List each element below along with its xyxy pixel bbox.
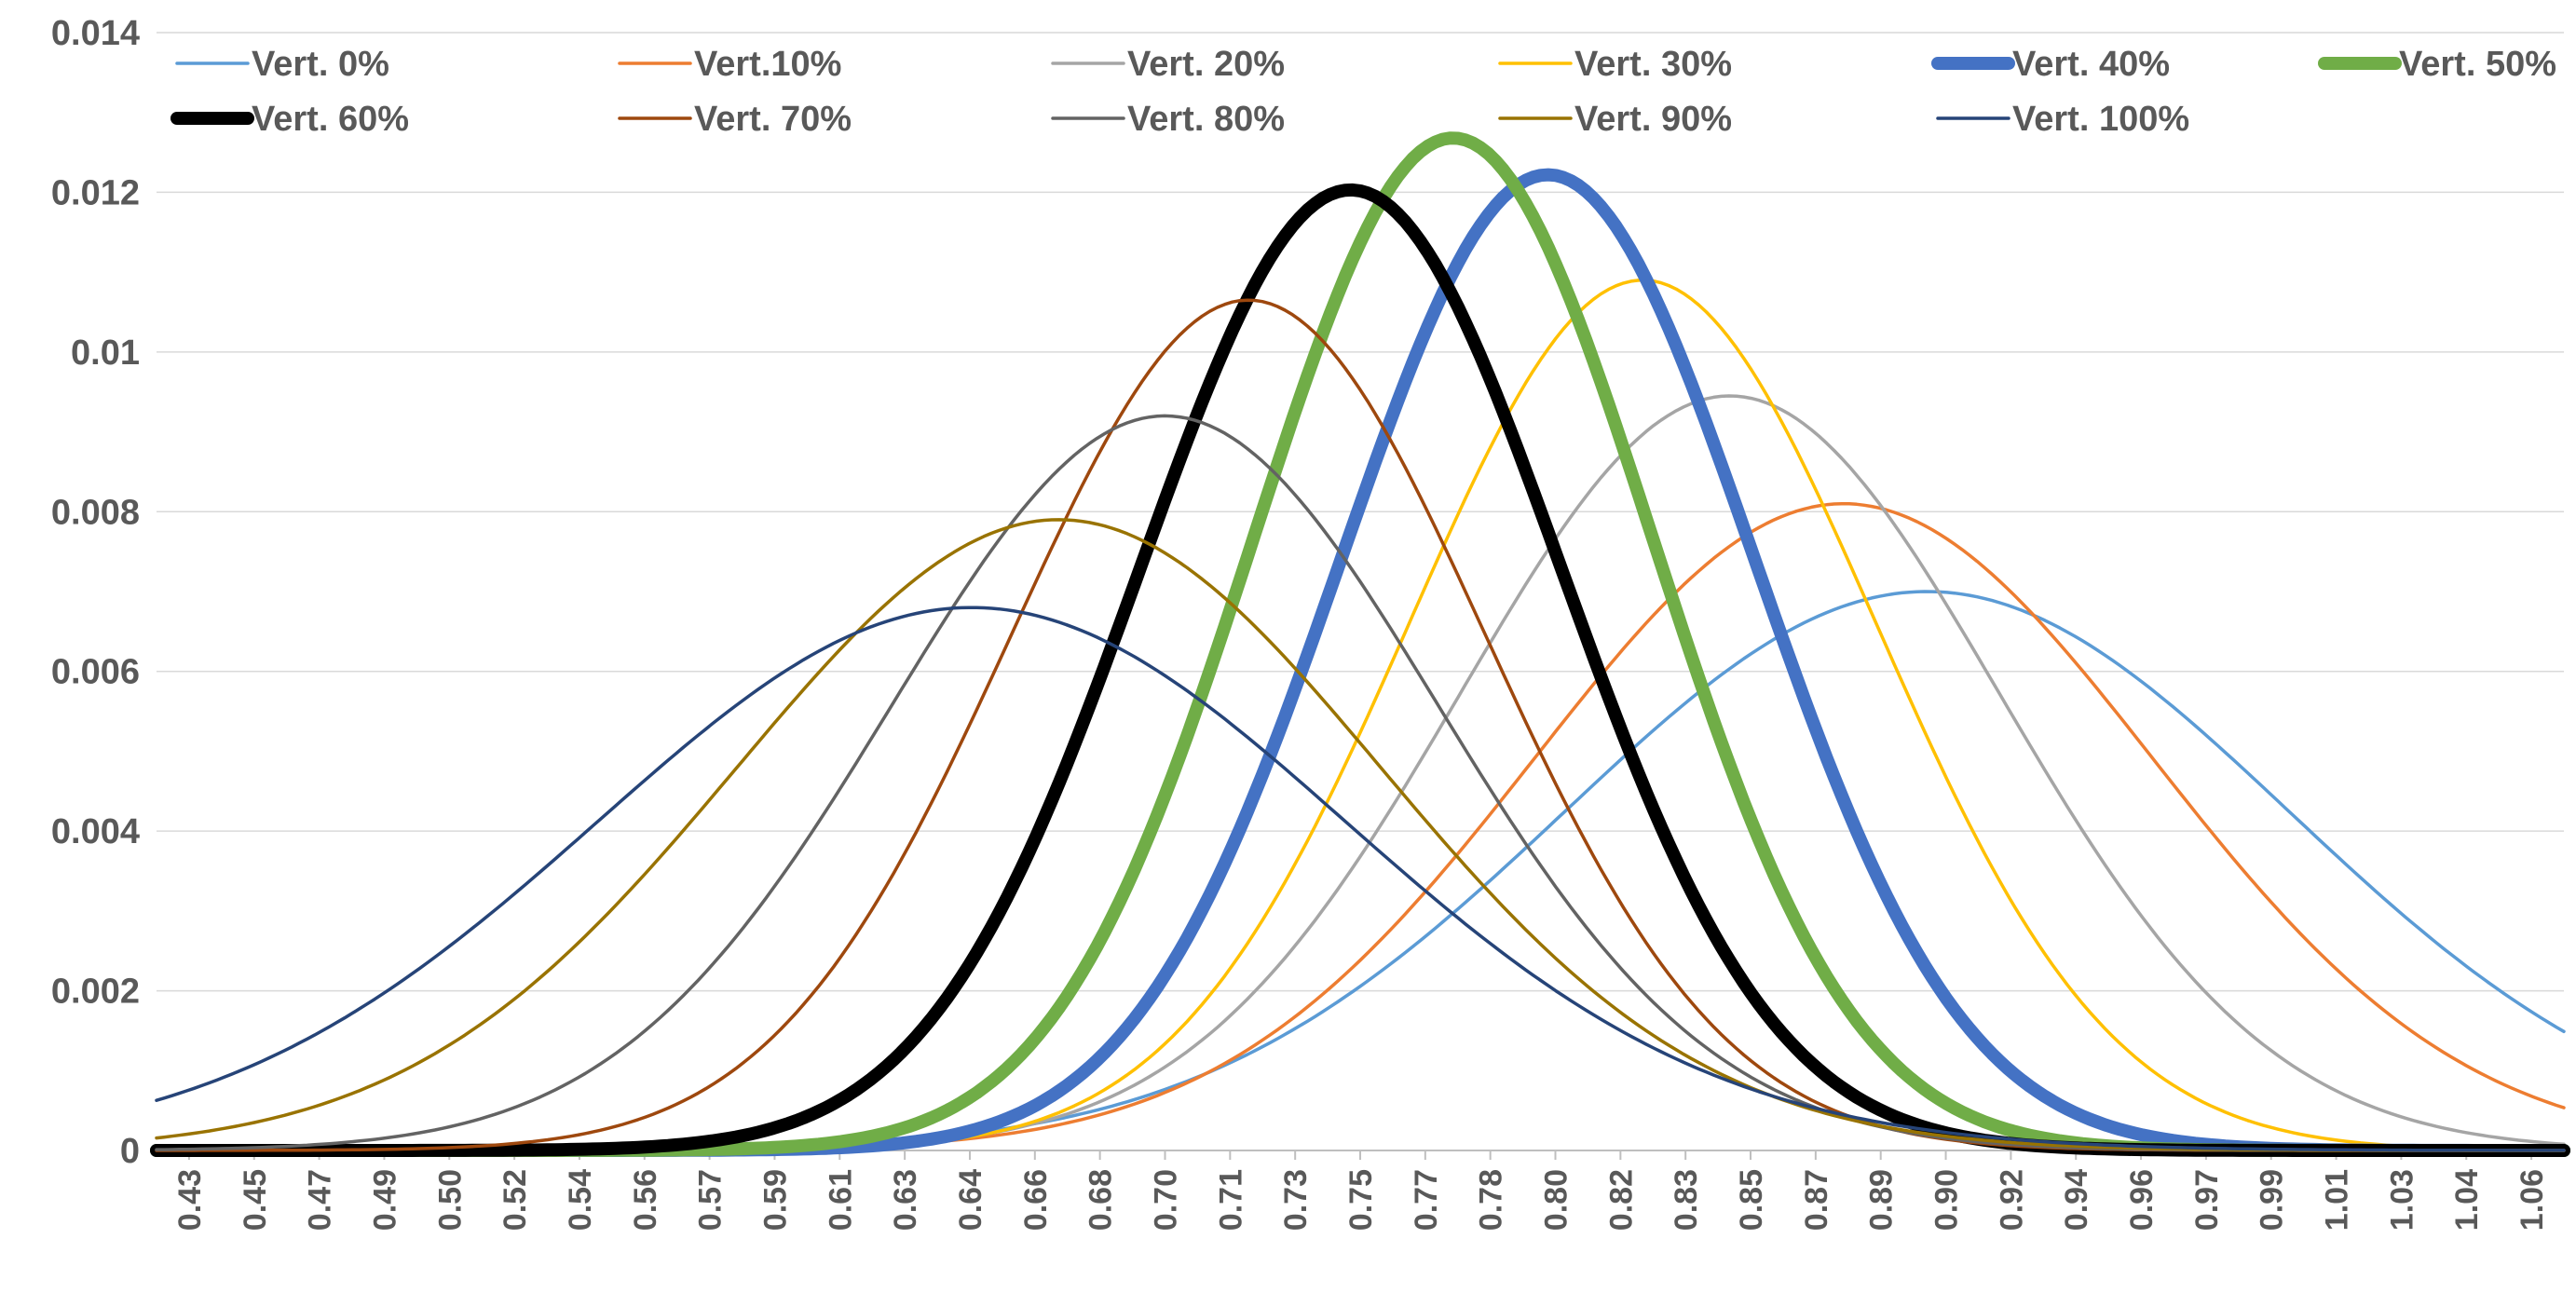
legend-label: Vert. 100% <box>2012 100 2189 139</box>
series-line-vert-40- <box>150 168 2570 1157</box>
x-tick-label: 0.87 <box>1799 1169 1834 1231</box>
x-tick-label: 0.80 <box>1539 1169 1574 1231</box>
legend-label: Vert. 40% <box>2012 45 2170 84</box>
x-tick-label: 0.49 <box>367 1169 402 1231</box>
series-line-vert-50- <box>150 131 2570 1157</box>
x-tick-label: 0.57 <box>693 1169 729 1231</box>
x-tick-label: 0.70 <box>1148 1169 1183 1231</box>
legend-label: Vert. 50% <box>2399 45 2556 84</box>
x-tick-label: 0.54 <box>563 1169 598 1231</box>
series-line-vert-10- <box>155 501 2566 1152</box>
legend-label: Vert. 60% <box>252 100 409 139</box>
y-tick-label: 0.008 <box>51 493 140 532</box>
y-tick-label: 0.004 <box>51 812 140 851</box>
x-tick-label: 0.61 <box>823 1169 858 1231</box>
y-tick-label: 0.002 <box>51 973 140 1012</box>
series-line-vert-80- <box>155 414 2566 1152</box>
x-tick-label: 0.97 <box>2189 1169 2225 1231</box>
series-line-vert-0- <box>155 590 2566 1152</box>
x-tick-label: 0.85 <box>1734 1169 1769 1231</box>
x-tick-label: 0.92 <box>1994 1169 2029 1231</box>
x-tick-label: 1.06 <box>2515 1169 2550 1231</box>
x-tick-label: 1.01 <box>2320 1169 2355 1231</box>
legend: Vert. 0% Vert.10% Vert. 20% Vert. 30% Vert. … <box>170 45 2556 139</box>
x-tick-label: 0.68 <box>1084 1169 1119 1231</box>
x-tick-label: 0.89 <box>1864 1169 1900 1231</box>
x-tick-label: 0.66 <box>1018 1169 1054 1231</box>
x-tick-label: 0.77 <box>1409 1169 1444 1231</box>
legend-label: Vert. 70% <box>694 100 852 139</box>
legend-label: Vert. 0% <box>252 45 389 84</box>
legend-label: Vert. 80% <box>1127 100 1285 139</box>
x-tick-label: 0.75 <box>1343 1169 1379 1231</box>
x-tick-label: 0.47 <box>303 1169 338 1231</box>
x-tick-label: 0.94 <box>2059 1169 2094 1231</box>
x-tick-label: 0.64 <box>953 1169 988 1231</box>
series-line-vert-30- <box>155 279 2566 1152</box>
series-line-vert-70- <box>155 298 2566 1152</box>
x-tick-label: 0.82 <box>1603 1169 1639 1231</box>
legend-label: Vert. 90% <box>1574 100 1732 139</box>
series-line-vert-100- <box>155 606 2566 1152</box>
legend-label: Vert.10% <box>694 45 841 84</box>
x-tick-label: 0.73 <box>1278 1169 1314 1231</box>
x-tick-label: 0.90 <box>1929 1169 1965 1231</box>
x-tick-label: 0.78 <box>1474 1169 1509 1231</box>
axes: 0 0.002 0.004 0.006 0.008 0.01 0.012 0.014 0.43 0… <box>51 14 2550 1231</box>
x-tick-label: 0.96 <box>2124 1169 2160 1231</box>
x-tick-label: 0.56 <box>628 1169 663 1231</box>
x-tick-label: 0.52 <box>497 1169 533 1231</box>
y-tick-label: 0.012 <box>51 173 140 212</box>
y-tick-label: 0.01 <box>71 333 140 373</box>
x-tick-label: 0.83 <box>1669 1169 1704 1231</box>
x-tick-label: 1.03 <box>2384 1169 2419 1231</box>
x-tick-label: 0.71 <box>1213 1169 1248 1231</box>
legend-label: Vert. 30% <box>1574 45 1732 84</box>
x-tick-label: 0.59 <box>757 1169 793 1231</box>
x-tick-label: 1.04 <box>2449 1169 2485 1231</box>
x-tick-label: 0.43 <box>172 1169 208 1231</box>
y-tick-label: 0.006 <box>51 653 140 692</box>
legend-label: Vert. 20% <box>1127 45 1285 84</box>
y-tick-label: 0.014 <box>51 14 140 53</box>
series-line-vert-60- <box>150 183 2570 1157</box>
x-tick-label: 0.50 <box>432 1169 468 1231</box>
x-tick-label: 0.99 <box>2255 1169 2290 1231</box>
y-tick-label: 0 <box>120 1132 140 1171</box>
series-lines <box>150 131 2570 1157</box>
x-tick-label: 0.45 <box>238 1169 273 1231</box>
gridlines <box>157 32 2564 1151</box>
x-tick-label: 0.63 <box>888 1169 923 1231</box>
